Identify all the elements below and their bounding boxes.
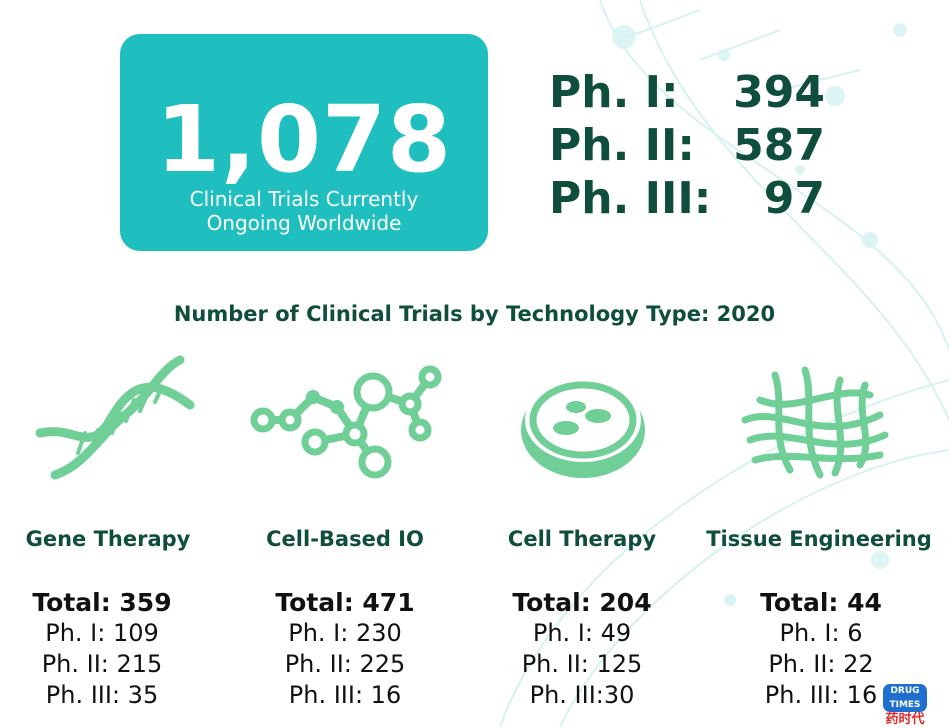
- phase-1-count: Ph. I: 6: [779, 619, 863, 647]
- tech-name-cell-based-io: Cell-Based IO: [266, 527, 424, 551]
- watermark-bottom: 药时代: [885, 712, 925, 727]
- total-count: Total: 204: [512, 588, 652, 617]
- phase-summary-row: Ph. III: 97: [549, 172, 829, 225]
- total-trials-number: 1,078: [155, 86, 452, 193]
- total-count: Total: 471: [275, 588, 415, 617]
- total-count: Total: 359: [32, 588, 172, 617]
- stats-cell-therapy: Total: 204 Ph. I: 49 Ph. II: 125 Ph. III…: [467, 588, 697, 711]
- phase-3-count: Ph. III: 16: [764, 681, 878, 709]
- phase-3-count: Ph. III: 16: [288, 681, 402, 709]
- phase-2-count: Ph. II: 125: [521, 650, 643, 678]
- petri-dish-icon: [521, 378, 645, 478]
- total-trials-card: 1,078 Clinical Trials Currently Ongoing …: [120, 34, 488, 251]
- phase-label: Ph. II:: [549, 120, 695, 171]
- phase-value: 587: [733, 120, 825, 171]
- stats-cell-based-io: Total: 471 Ph. I: 230 Ph. II: 225 Ph. II…: [230, 588, 460, 711]
- tissue-fibers-icon: [741, 366, 889, 479]
- stats-tissue-engineering: Total: 44 Ph. I: 6 Ph. II: 22 Ph. III: 1…: [706, 588, 936, 711]
- molecule-network-icon: [250, 365, 442, 479]
- phase-1-count: Ph. I: 109: [45, 619, 159, 647]
- tech-name-tissue-engineering: Tissue Engineering: [706, 527, 932, 551]
- watermark-top: DRUG TIMES: [883, 684, 927, 712]
- phase-summary: Ph. I: 394 Ph. II: 587 Ph. III: 97: [549, 66, 829, 225]
- phase-1-count: Ph. I: 230: [288, 619, 402, 647]
- phase-summary-row: Ph. I: 394: [549, 66, 829, 119]
- caption-line-1: Clinical Trials Currently: [189, 187, 419, 211]
- phase-2-count: Ph. II: 215: [41, 650, 163, 678]
- phase-3-count: Ph. III: 35: [45, 681, 159, 709]
- phase-value: 394: [733, 67, 825, 118]
- tech-name-gene-therapy: Gene Therapy: [25, 527, 191, 551]
- phase-value: 97: [763, 173, 825, 224]
- total-trials-caption: Clinical Trials Currently Ongoing Worldw…: [120, 187, 488, 235]
- phase-3-count: Ph. III:30: [529, 681, 635, 709]
- tech-name-cell-therapy: Cell Therapy: [507, 527, 657, 551]
- dna-icon: [35, 355, 195, 480]
- total-count: Total: 44: [760, 588, 882, 617]
- phase-2-count: Ph. II: 22: [768, 650, 874, 678]
- drug-times-watermark: DRUG TIMES 药时代: [883, 684, 927, 728]
- section-title: Number of Clinical Trials by Technology …: [173, 302, 776, 326]
- phase-label: Ph. III:: [549, 173, 712, 224]
- caption-line-2: Ongoing Worldwide: [206, 211, 402, 235]
- stats-gene-therapy: Total: 359 Ph. I: 109 Ph. II: 215 Ph. II…: [0, 588, 217, 711]
- phase-1-count: Ph. I: 49: [532, 619, 632, 647]
- phase-summary-row: Ph. II: 587: [549, 119, 829, 172]
- phase-2-count: Ph. II: 225: [284, 650, 406, 678]
- phase-label: Ph. I:: [549, 67, 679, 118]
